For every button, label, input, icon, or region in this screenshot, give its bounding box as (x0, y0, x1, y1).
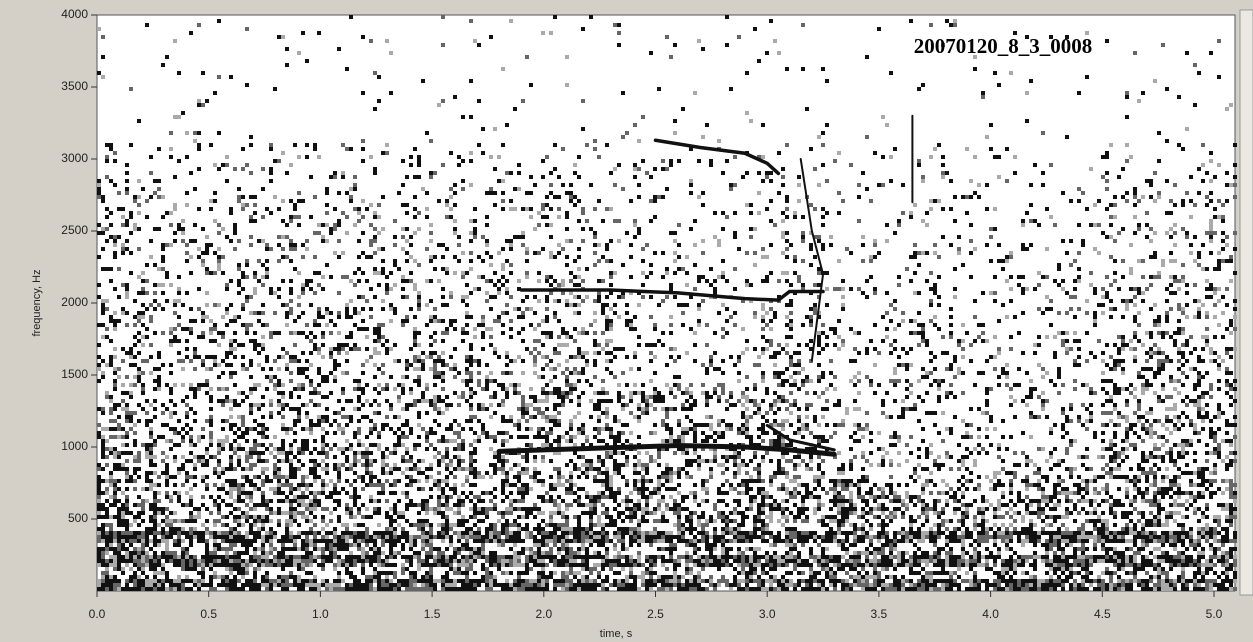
y-tick-label: 4000 (61, 7, 88, 21)
x-tick-label: 2.0 (535, 607, 552, 621)
y-tick-label: 1500 (61, 367, 88, 381)
x-tick-label: 4.5 (1094, 607, 1111, 621)
annotation: 20070120_8_3_0008 (914, 34, 1093, 58)
x-tick-label: 1.0 (312, 607, 329, 621)
y-tick-label: 2500 (61, 223, 88, 237)
x-tick-label: 0.5 (200, 607, 217, 621)
y-tick-label: 1000 (61, 439, 88, 453)
x-axis-label: time, s (600, 628, 633, 640)
x-tick-label: 1.5 (424, 607, 441, 621)
x-tick-label: 5.0 (1206, 607, 1223, 621)
x-tick-label: 3.0 (759, 607, 776, 621)
y-tick-label: 500 (68, 511, 88, 525)
contour (519, 288, 825, 302)
y-tick-label: 2000 (61, 295, 88, 309)
x-tick-label: 2.5 (647, 607, 664, 621)
y-tick-label: 3500 (61, 79, 88, 93)
spectrogram-texture (97, 15, 1237, 591)
noise (97, 15, 1237, 591)
y-axis-label: frequency, Hz (31, 269, 43, 336)
contour (765, 423, 836, 452)
noise (97, 15, 1237, 591)
scrollbar (1239, 9, 1253, 596)
x-tick-label: 4.0 (982, 607, 999, 621)
x-tick-label: 3.5 (871, 607, 888, 621)
contour (496, 443, 837, 457)
contour (653, 138, 781, 176)
y-tick-label: 3000 (61, 151, 88, 165)
x-tick-label: 0.0 (89, 607, 106, 621)
contour (799, 158, 825, 362)
